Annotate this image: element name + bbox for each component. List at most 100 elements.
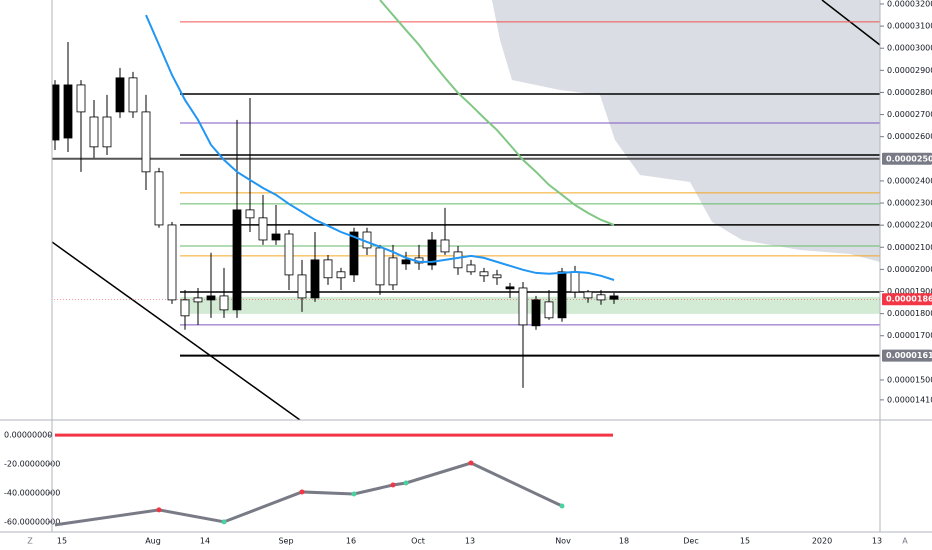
y-tick-label: 0.00002800 xyxy=(887,88,932,97)
candle-body xyxy=(492,274,502,279)
candle-body xyxy=(115,77,125,113)
indicator-marker xyxy=(156,507,162,513)
y-tick-label: 0.00003000 xyxy=(887,44,932,53)
candle-body xyxy=(284,233,294,276)
candle-body xyxy=(245,209,255,219)
main-pane xyxy=(52,0,880,420)
candle-body xyxy=(518,287,528,326)
x-tick-label: 15 xyxy=(57,537,67,546)
x-tick-label: 18 xyxy=(619,537,629,546)
y-tick-label: 0.00003200 xyxy=(887,0,932,8)
price-badge xyxy=(882,293,932,306)
y-tick-label: 0.00002600 xyxy=(887,132,932,141)
candle-body xyxy=(180,299,190,317)
indicator-marker xyxy=(221,519,227,525)
y-tick-label: 0.00002400 xyxy=(887,176,932,185)
candle-body xyxy=(102,116,112,148)
y-tick-label: -20.00000000 xyxy=(4,460,60,469)
x-tick-label: Dec xyxy=(683,537,698,546)
y-tick-label: 0.00001900 xyxy=(887,287,932,296)
x-tick-label: 13 xyxy=(465,537,475,546)
candle-body xyxy=(193,297,203,303)
candle-body xyxy=(167,224,177,301)
price-badge-label: 0.00001865 xyxy=(886,295,932,304)
x-tick-label: Sep xyxy=(278,537,293,546)
candle-body xyxy=(427,239,437,266)
y-tick-label: 0.00002000 xyxy=(887,265,932,274)
candle-body xyxy=(557,271,567,319)
candle-body xyxy=(219,295,229,311)
y-tick-label: 0.00002700 xyxy=(887,110,932,119)
candle-body xyxy=(609,295,619,300)
candle-body xyxy=(531,299,541,327)
moving-average xyxy=(379,0,615,226)
price-badge xyxy=(882,152,932,165)
indicator-marker xyxy=(559,503,565,509)
axis-button[interactable]: A xyxy=(902,537,908,546)
candle-body xyxy=(323,259,333,279)
candle-body xyxy=(258,217,268,241)
candle-body xyxy=(336,271,346,279)
x-tick-label: Aug xyxy=(145,537,161,546)
candle-body xyxy=(271,233,281,241)
candle-body xyxy=(310,259,320,299)
candle-body xyxy=(297,274,307,299)
candle-body xyxy=(128,77,138,113)
zone xyxy=(180,296,880,314)
indicator-marker xyxy=(351,491,357,497)
volume-profile xyxy=(492,0,880,262)
price-badge xyxy=(882,349,932,362)
candle-body xyxy=(232,209,242,311)
candle-body xyxy=(466,264,476,273)
trend-line xyxy=(52,241,301,420)
indicator-marker xyxy=(299,489,305,495)
candle-body xyxy=(453,251,463,269)
y-tick-label: 0.00001700 xyxy=(887,331,932,340)
x-tick-label: 16 xyxy=(346,537,356,546)
candle-body xyxy=(583,291,593,299)
x-tick-label: Nov xyxy=(555,537,571,546)
x-tick-label: 13 xyxy=(872,537,882,546)
indicator-marker xyxy=(390,482,396,488)
candle-body xyxy=(440,239,450,253)
indicator-marker xyxy=(403,480,409,486)
candle-body xyxy=(141,111,151,173)
candle-body xyxy=(154,171,164,226)
y-tick-label: 0.00003100 xyxy=(887,22,932,31)
y-tick-label: 0.00001500 xyxy=(887,375,932,384)
y-tick-label: 0.00002200 xyxy=(887,221,932,230)
candle-body xyxy=(63,84,73,139)
candle-body xyxy=(388,257,398,286)
x-tick-label: 2020 xyxy=(812,537,832,546)
y-tick-label: 0.00002300 xyxy=(887,199,932,208)
candle-body xyxy=(505,286,515,290)
candle-body xyxy=(401,259,411,265)
candle-body xyxy=(596,294,606,301)
x-tick-label: Oct xyxy=(411,537,425,546)
axis-button[interactable]: Z xyxy=(27,537,33,546)
y-tick-label: -60.00000000 xyxy=(4,517,60,526)
candle-body xyxy=(375,247,385,286)
moving-average xyxy=(145,14,615,281)
candle-body xyxy=(349,231,359,276)
x-tick-label: 14 xyxy=(200,537,210,546)
price-badge-label: 0.00001610 xyxy=(886,351,932,360)
indicator-marker xyxy=(468,460,474,466)
y-tick-label: 0.00002900 xyxy=(887,66,932,75)
y-tick-label: -40.00000000 xyxy=(4,488,60,497)
trend-line xyxy=(821,0,880,46)
x-tick-label: 15 xyxy=(740,537,750,546)
candle-body xyxy=(89,116,99,148)
y-tick-label: 0.00000000 xyxy=(4,431,52,440)
candle-body xyxy=(544,301,554,319)
candle-body xyxy=(570,271,580,293)
candle-body xyxy=(479,271,489,277)
candle-body xyxy=(206,295,216,301)
y-tick-label: 0.00002100 xyxy=(887,243,932,252)
candle-body xyxy=(52,84,60,141)
candle-body xyxy=(76,84,86,113)
y-tick-label: 0.00001800 xyxy=(887,309,932,318)
y-tick-label: 0.00001410 xyxy=(887,395,932,404)
